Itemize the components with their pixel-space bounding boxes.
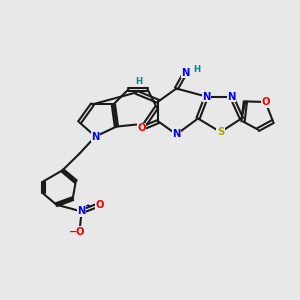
Text: N: N: [202, 92, 211, 102]
Text: −: −: [69, 226, 77, 237]
Text: O: O: [75, 226, 84, 237]
Text: +: +: [85, 202, 91, 208]
Text: O: O: [95, 200, 104, 210]
Text: N: N: [91, 131, 100, 142]
Text: N: N: [227, 92, 236, 102]
Text: O: O: [261, 97, 270, 107]
Text: H: H: [135, 77, 142, 86]
Text: H: H: [193, 65, 200, 74]
Text: N: N: [172, 129, 181, 140]
Text: N: N: [77, 206, 86, 217]
Text: S: S: [217, 127, 224, 137]
Text: O: O: [137, 123, 146, 134]
Text: N: N: [181, 68, 190, 78]
